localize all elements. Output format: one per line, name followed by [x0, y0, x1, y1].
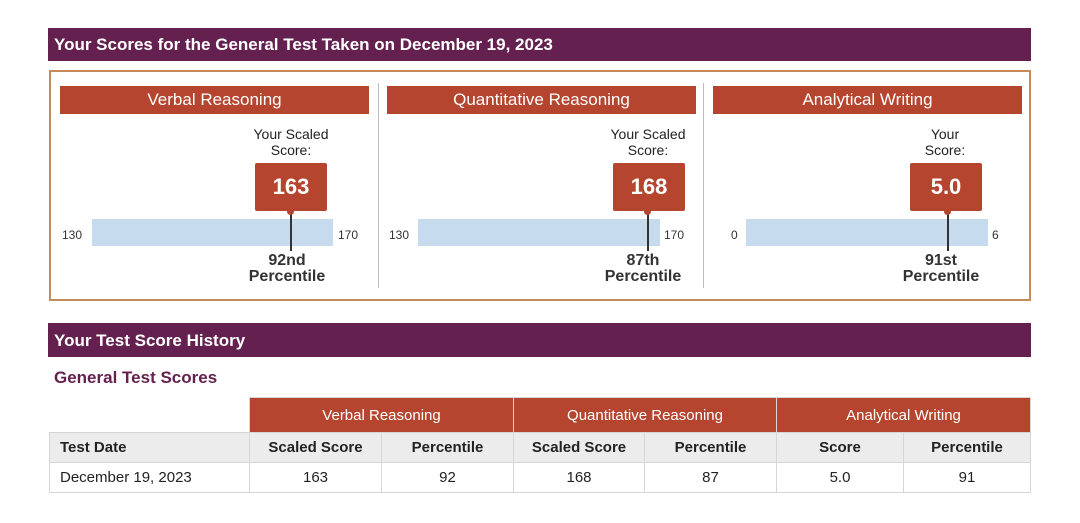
cell-writing-score: 5.0 [776, 462, 905, 493]
writing-score-marker-dot [944, 208, 952, 215]
table-row: December 19, 2023 163 92 168 87 5.0 91 [49, 462, 1032, 493]
verbal-score-marker-dot [287, 208, 295, 215]
quant-score-caption: Your Scaled Score: [610, 126, 686, 158]
column-header-verbal-percentile: Percentile [380, 432, 515, 463]
column-header-writing-score: Score [776, 432, 905, 463]
verbal-max-label: 170 [338, 228, 359, 242]
scores-banner: Your Scores for the General Test Taken o… [48, 28, 1031, 61]
column-header-writing-percentile: Percentile [903, 432, 1032, 463]
cell-test-date: December 19, 2023 [49, 462, 250, 493]
section-divider [378, 83, 379, 288]
quant-score-marker-dot [644, 208, 652, 215]
table-title: General Test Scores [54, 368, 218, 387]
group-header-verbal: Verbal Reasoning [248, 397, 515, 433]
writing-max-label: 6 [992, 228, 999, 242]
writing-percentile: 91st Percentile [902, 252, 980, 285]
quant-score-box: 168 [613, 163, 685, 211]
table-corner [49, 397, 250, 433]
writing-min-label: 0 [731, 228, 738, 242]
section-divider [703, 83, 704, 288]
column-header-quant-percentile: Percentile [644, 432, 778, 463]
score-history-table: Verbal Reasoning Quantitative Reasoning … [49, 397, 1032, 493]
verbal-percentile: 92nd Percentile [248, 252, 326, 285]
cell-verbal-percentile: 92 [380, 462, 515, 493]
verbal-section-header: Verbal Reasoning [60, 86, 369, 114]
column-header-quant-score: Scaled Score [513, 432, 646, 463]
verbal-min-label: 130 [62, 228, 83, 242]
quant-percentile: 87th Percentile [604, 252, 682, 285]
writing-score-box: 5.0 [910, 163, 982, 211]
verbal-score-marker [289, 211, 292, 251]
cell-writing-percentile: 91 [903, 462, 1032, 493]
quant-min-label: 130 [389, 228, 410, 242]
scores-panel [49, 70, 1031, 301]
verbal-score-caption: Your Scaled Score: [253, 126, 329, 158]
writing-score-caption: Your Score: [924, 126, 966, 158]
verbal-score-box: 163 [255, 163, 327, 211]
group-header-writing: Analytical Writing [776, 397, 1032, 433]
quant-section-header: Quantitative Reasoning [387, 86, 696, 114]
column-header-test-date: Test Date [49, 432, 250, 463]
writing-score-marker [946, 211, 949, 251]
writing-section-header: Analytical Writing [713, 86, 1022, 114]
cell-quant-percentile: 87 [644, 462, 778, 493]
group-header-quant: Quantitative Reasoning [513, 397, 778, 433]
cell-quant-score: 168 [513, 462, 646, 493]
history-banner: Your Test Score History [48, 323, 1031, 357]
writing-score-bar [746, 219, 988, 246]
verbal-score-bar [92, 219, 333, 246]
column-header-verbal-score: Scaled Score [249, 432, 382, 463]
quant-max-label: 170 [664, 228, 685, 242]
cell-verbal-score: 163 [249, 462, 382, 493]
quant-score-bar [418, 219, 660, 246]
quant-score-marker [646, 211, 649, 251]
